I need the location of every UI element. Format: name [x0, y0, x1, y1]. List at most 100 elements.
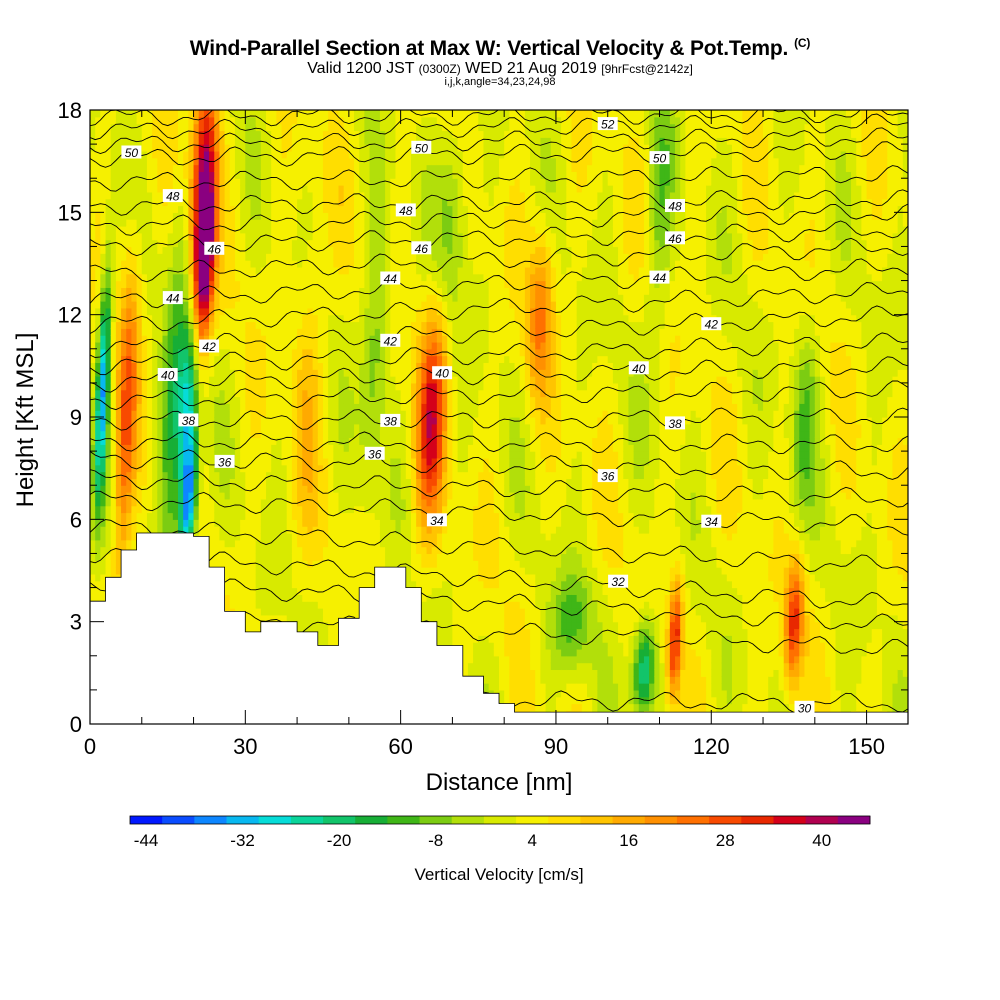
- velocity-cell: [286, 539, 293, 548]
- velocity-cell: [172, 314, 179, 323]
- velocity-cell: [240, 403, 246, 411]
- velocity-cell: [121, 314, 127, 323]
- velocity-cell: [219, 280, 226, 288]
- velocity-cell: [359, 437, 365, 445]
- velocity-cell: [286, 144, 293, 152]
- velocity-cell: [172, 110, 179, 118]
- velocity-cell: [188, 164, 195, 172]
- velocity-cell: [95, 130, 101, 138]
- velocity-cell: [354, 464, 360, 473]
- velocity-cell: [297, 573, 303, 582]
- velocity-cell: [348, 437, 355, 445]
- velocity-cell: [234, 594, 241, 602]
- velocity-cell: [188, 505, 195, 514]
- velocity-cell: [198, 225, 205, 234]
- velocity-cell: [193, 144, 200, 152]
- velocity-cell: [90, 225, 96, 234]
- velocity-cell: [348, 532, 355, 541]
- velocity-cell: [245, 301, 252, 309]
- velocity-cell: [250, 560, 257, 568]
- velocity-cell: [354, 150, 360, 159]
- velocity-cell: [224, 369, 231, 377]
- velocity-cell: [276, 389, 283, 398]
- velocity-cell: [229, 171, 236, 179]
- velocity-cell: [343, 150, 350, 159]
- velocity-cell: [250, 444, 257, 452]
- velocity-cell: [359, 314, 365, 323]
- velocity-cell: [281, 410, 288, 418]
- velocity-cell: [317, 123, 324, 132]
- velocity-cell: [105, 567, 112, 575]
- velocity-cell: [172, 505, 179, 514]
- velocity-cell: [354, 369, 360, 377]
- velocity-cell: [354, 546, 360, 555]
- velocity-cell: [240, 355, 246, 364]
- velocity-cell: [152, 280, 158, 288]
- velocity-cell: [333, 539, 340, 548]
- velocity-cell: [312, 430, 319, 439]
- velocity-cell: [359, 280, 365, 288]
- velocity-cell: [136, 280, 143, 288]
- velocity-cell: [110, 280, 117, 288]
- velocity-cell: [307, 287, 314, 295]
- velocity-cell: [369, 430, 376, 439]
- velocity-cell: [260, 225, 267, 234]
- velocity-cell: [131, 348, 138, 357]
- velocity-cell: [100, 396, 107, 404]
- velocity-cell: [136, 116, 143, 125]
- velocity-cell: [312, 532, 319, 541]
- velocity-cell: [152, 164, 158, 172]
- velocity-cell: [369, 137, 376, 145]
- velocity-cell: [121, 457, 127, 466]
- velocity-cell: [364, 253, 371, 261]
- velocity-cell: [178, 307, 184, 316]
- velocity-cell: [198, 273, 205, 282]
- velocity-cell: [203, 266, 210, 275]
- velocity-cell: [250, 348, 257, 357]
- velocity-cell: [188, 123, 195, 132]
- velocity-cell: [167, 335, 174, 343]
- velocity-cell: [183, 280, 189, 288]
- velocity-cell: [198, 294, 205, 302]
- velocity-cell: [286, 287, 293, 295]
- velocity-cell: [343, 123, 350, 132]
- velocity-cell: [234, 116, 241, 125]
- velocity-cell: [297, 144, 303, 152]
- velocity-cell: [229, 580, 236, 589]
- velocity-cell: [229, 212, 236, 220]
- velocity-cell: [343, 417, 350, 425]
- velocity-cell: [141, 362, 148, 370]
- velocity-cell: [162, 512, 169, 520]
- velocity-cell: [276, 157, 283, 166]
- velocity-cell: [255, 164, 262, 172]
- velocity-cell: [152, 144, 158, 152]
- velocity-cell: [317, 512, 324, 520]
- velocity-cell: [126, 266, 133, 275]
- velocity-cell: [354, 526, 360, 534]
- velocity-cell: [260, 321, 267, 329]
- velocity-cell: [369, 389, 376, 398]
- velocity-cell: [281, 110, 288, 118]
- velocity-cell: [121, 335, 127, 343]
- velocity-cell: [348, 212, 355, 220]
- velocity-cell: [126, 341, 133, 350]
- velocity-cell: [250, 457, 257, 466]
- velocity-cell: [141, 369, 148, 377]
- velocity-cell: [219, 212, 226, 220]
- velocity-cell: [183, 294, 189, 302]
- velocity-cell: [178, 396, 184, 404]
- velocity-cell: [167, 110, 174, 118]
- velocity-cell: [312, 219, 319, 227]
- velocity-cell: [198, 423, 205, 432]
- velocity-cell: [266, 389, 272, 398]
- velocity-cell: [250, 157, 257, 166]
- velocity-cell: [162, 246, 169, 254]
- velocity-cell: [245, 492, 252, 500]
- velocity-cell: [281, 519, 288, 527]
- velocity-cell: [115, 498, 122, 507]
- velocity-cell: [328, 246, 334, 254]
- velocity-cell: [115, 321, 122, 329]
- velocity-cell: [286, 532, 293, 541]
- velocity-cell: [255, 546, 262, 555]
- velocity-cell: [291, 130, 298, 138]
